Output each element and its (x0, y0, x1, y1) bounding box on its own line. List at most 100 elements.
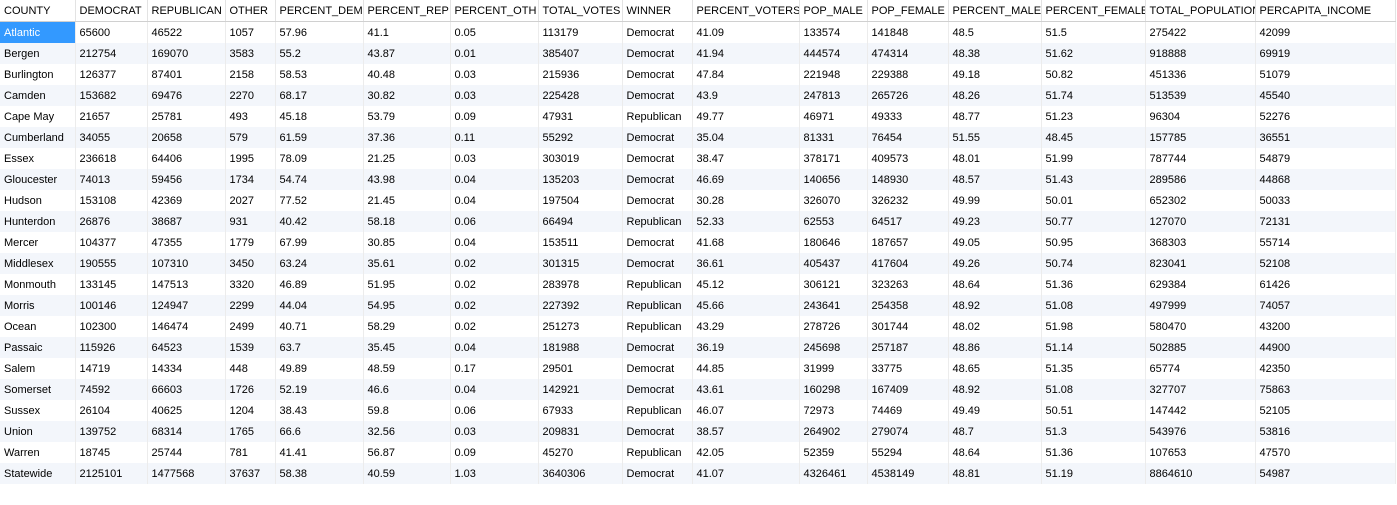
cell-democrat[interactable]: 65600 (75, 21, 148, 43)
cell-republican[interactable]: 46522 (147, 21, 226, 43)
cell-percent-voters[interactable]: 30.28 (692, 190, 800, 211)
cell-pop-male[interactable]: 52359 (799, 442, 868, 463)
cell-percent-male[interactable]: 51.55 (948, 127, 1042, 148)
cell-county[interactable]: Passaic (0, 337, 76, 358)
table-row[interactable]: Ocean 102300 146474 2499 40.71 58.29 0.02 25127… (0, 316, 1396, 337)
cell-other[interactable]: 2299 (225, 295, 276, 316)
cell-percent-dem[interactable]: 54.74 (275, 169, 364, 190)
cell-percapita-income[interactable]: 74057 (1255, 295, 1396, 316)
cell-total-population[interactable]: 787744 (1145, 148, 1256, 169)
table-row[interactable]: Middlesex 190555 107310 3450 63.24 35.61 0.02 3… (0, 253, 1396, 274)
column-header-other[interactable]: OTHER (225, 0, 276, 22)
cell-percent-male[interactable]: 48.65 (948, 358, 1042, 379)
cell-total-votes[interactable]: 55292 (538, 127, 623, 148)
cell-percent-female[interactable]: 50.74 (1041, 253, 1146, 274)
cell-percapita-income[interactable]: 54879 (1255, 148, 1396, 169)
cell-democrat[interactable]: 153682 (75, 85, 148, 106)
cell-percapita-income[interactable]: 52108 (1255, 253, 1396, 274)
cell-percent-dem[interactable]: 66.6 (275, 421, 364, 442)
cell-other[interactable]: 3320 (225, 274, 276, 295)
cell-percent-dem[interactable]: 63.7 (275, 337, 364, 358)
cell-other[interactable]: 1204 (225, 400, 276, 421)
cell-pop-male[interactable]: 221948 (799, 64, 868, 85)
cell-total-population[interactable]: 8864610 (1145, 463, 1256, 484)
cell-pop-female[interactable]: 76454 (867, 127, 949, 148)
cell-pop-male[interactable]: 133574 (799, 21, 868, 43)
cell-other[interactable]: 2027 (225, 190, 276, 211)
cell-pop-male[interactable]: 306121 (799, 274, 868, 295)
cell-pop-male[interactable]: 243641 (799, 295, 868, 316)
cell-total-votes[interactable]: 303019 (538, 148, 623, 169)
cell-republican[interactable]: 68314 (147, 421, 226, 442)
cell-pop-male[interactable]: 278726 (799, 316, 868, 337)
table-row[interactable]: Warren 18745 25744 781 41.41 56.87 0.09 45270 Re… (0, 442, 1396, 463)
cell-percent-female[interactable]: 51.08 (1041, 295, 1146, 316)
cell-county[interactable]: Hudson (0, 190, 76, 211)
cell-total-population[interactable]: 368303 (1145, 232, 1256, 253)
cell-percapita-income[interactable]: 53816 (1255, 421, 1396, 442)
cell-pop-female[interactable]: 74469 (867, 400, 949, 421)
cell-percent-voters[interactable]: 41.07 (692, 463, 800, 484)
cell-pop-male[interactable]: 405437 (799, 253, 868, 274)
table-row[interactable]: Gloucester 74013 59456 1734 54.74 43.98 0.04 13… (0, 169, 1396, 190)
table-row[interactable]: Salem 14719 14334 448 49.89 48.59 0.17 29501 Dem… (0, 358, 1396, 379)
cell-percent-voters[interactable]: 43.61 (692, 379, 800, 400)
cell-other[interactable]: 579 (225, 127, 276, 148)
cell-total-votes[interactable]: 215936 (538, 64, 623, 85)
column-header-percent-rep[interactable]: PERCENT_REP (363, 0, 451, 22)
cell-republican[interactable]: 169070 (147, 43, 226, 64)
cell-percent-voters[interactable]: 38.57 (692, 421, 800, 442)
cell-other[interactable]: 1057 (225, 21, 276, 43)
cell-percent-male[interactable]: 49.05 (948, 232, 1042, 253)
cell-percent-dem[interactable]: 57.96 (275, 21, 364, 43)
cell-democrat[interactable]: 21657 (75, 106, 148, 127)
cell-percent-oth[interactable]: 0.09 (450, 106, 539, 127)
cell-total-population[interactable]: 275422 (1145, 21, 1256, 43)
cell-winner[interactable]: Democrat (622, 148, 693, 169)
cell-percent-male[interactable]: 48.7 (948, 421, 1042, 442)
cell-percent-dem[interactable]: 52.19 (275, 379, 364, 400)
cell-republican[interactable]: 87401 (147, 64, 226, 85)
cell-pop-male[interactable]: 326070 (799, 190, 868, 211)
cell-percapita-income[interactable]: 47570 (1255, 442, 1396, 463)
cell-county[interactable]: Gloucester (0, 169, 76, 190)
cell-total-population[interactable]: 918888 (1145, 43, 1256, 64)
cell-percent-dem[interactable]: 68.17 (275, 85, 364, 106)
cell-percent-oth[interactable]: 0.04 (450, 190, 539, 211)
cell-republican[interactable]: 20658 (147, 127, 226, 148)
cell-winner[interactable]: Democrat (622, 85, 693, 106)
cell-republican[interactable]: 25744 (147, 442, 226, 463)
cell-percent-female[interactable]: 51.14 (1041, 337, 1146, 358)
cell-percapita-income[interactable]: 50033 (1255, 190, 1396, 211)
cell-pop-female[interactable]: 64517 (867, 211, 949, 232)
cell-percent-female[interactable]: 51.19 (1041, 463, 1146, 484)
cell-democrat[interactable]: 100146 (75, 295, 148, 316)
cell-democrat[interactable]: 212754 (75, 43, 148, 64)
cell-percent-rep[interactable]: 21.45 (363, 190, 451, 211)
column-header-republican[interactable]: REPUBLICAN (147, 0, 226, 22)
cell-pop-female[interactable]: 257187 (867, 337, 949, 358)
table-row[interactable]: Somerset 74592 66603 1726 52.19 46.6 0.04 14292… (0, 379, 1396, 400)
cell-percent-female[interactable]: 51.5 (1041, 21, 1146, 43)
cell-percent-rep[interactable]: 58.18 (363, 211, 451, 232)
cell-percapita-income[interactable]: 52276 (1255, 106, 1396, 127)
cell-percent-dem[interactable]: 46.89 (275, 274, 364, 295)
cell-total-population[interactable]: 513539 (1145, 85, 1256, 106)
cell-percent-male[interactable]: 48.01 (948, 148, 1042, 169)
cell-democrat[interactable]: 115926 (75, 337, 148, 358)
cell-total-votes[interactable]: 225428 (538, 85, 623, 106)
cell-percent-rep[interactable]: 35.61 (363, 253, 451, 274)
cell-other[interactable]: 1765 (225, 421, 276, 442)
cell-percent-male[interactable]: 48.86 (948, 337, 1042, 358)
cell-other[interactable]: 2158 (225, 64, 276, 85)
cell-percent-male[interactable]: 48.77 (948, 106, 1042, 127)
cell-total-votes[interactable]: 113179 (538, 21, 623, 43)
cell-percent-voters[interactable]: 47.84 (692, 64, 800, 85)
cell-winner[interactable]: Democrat (622, 190, 693, 211)
cell-percent-oth[interactable]: 0.03 (450, 148, 539, 169)
cell-other[interactable]: 931 (225, 211, 276, 232)
cell-other[interactable]: 1734 (225, 169, 276, 190)
cell-percapita-income[interactable]: 42350 (1255, 358, 1396, 379)
cell-percent-oth[interactable]: 0.04 (450, 379, 539, 400)
cell-percent-dem[interactable]: 55.2 (275, 43, 364, 64)
